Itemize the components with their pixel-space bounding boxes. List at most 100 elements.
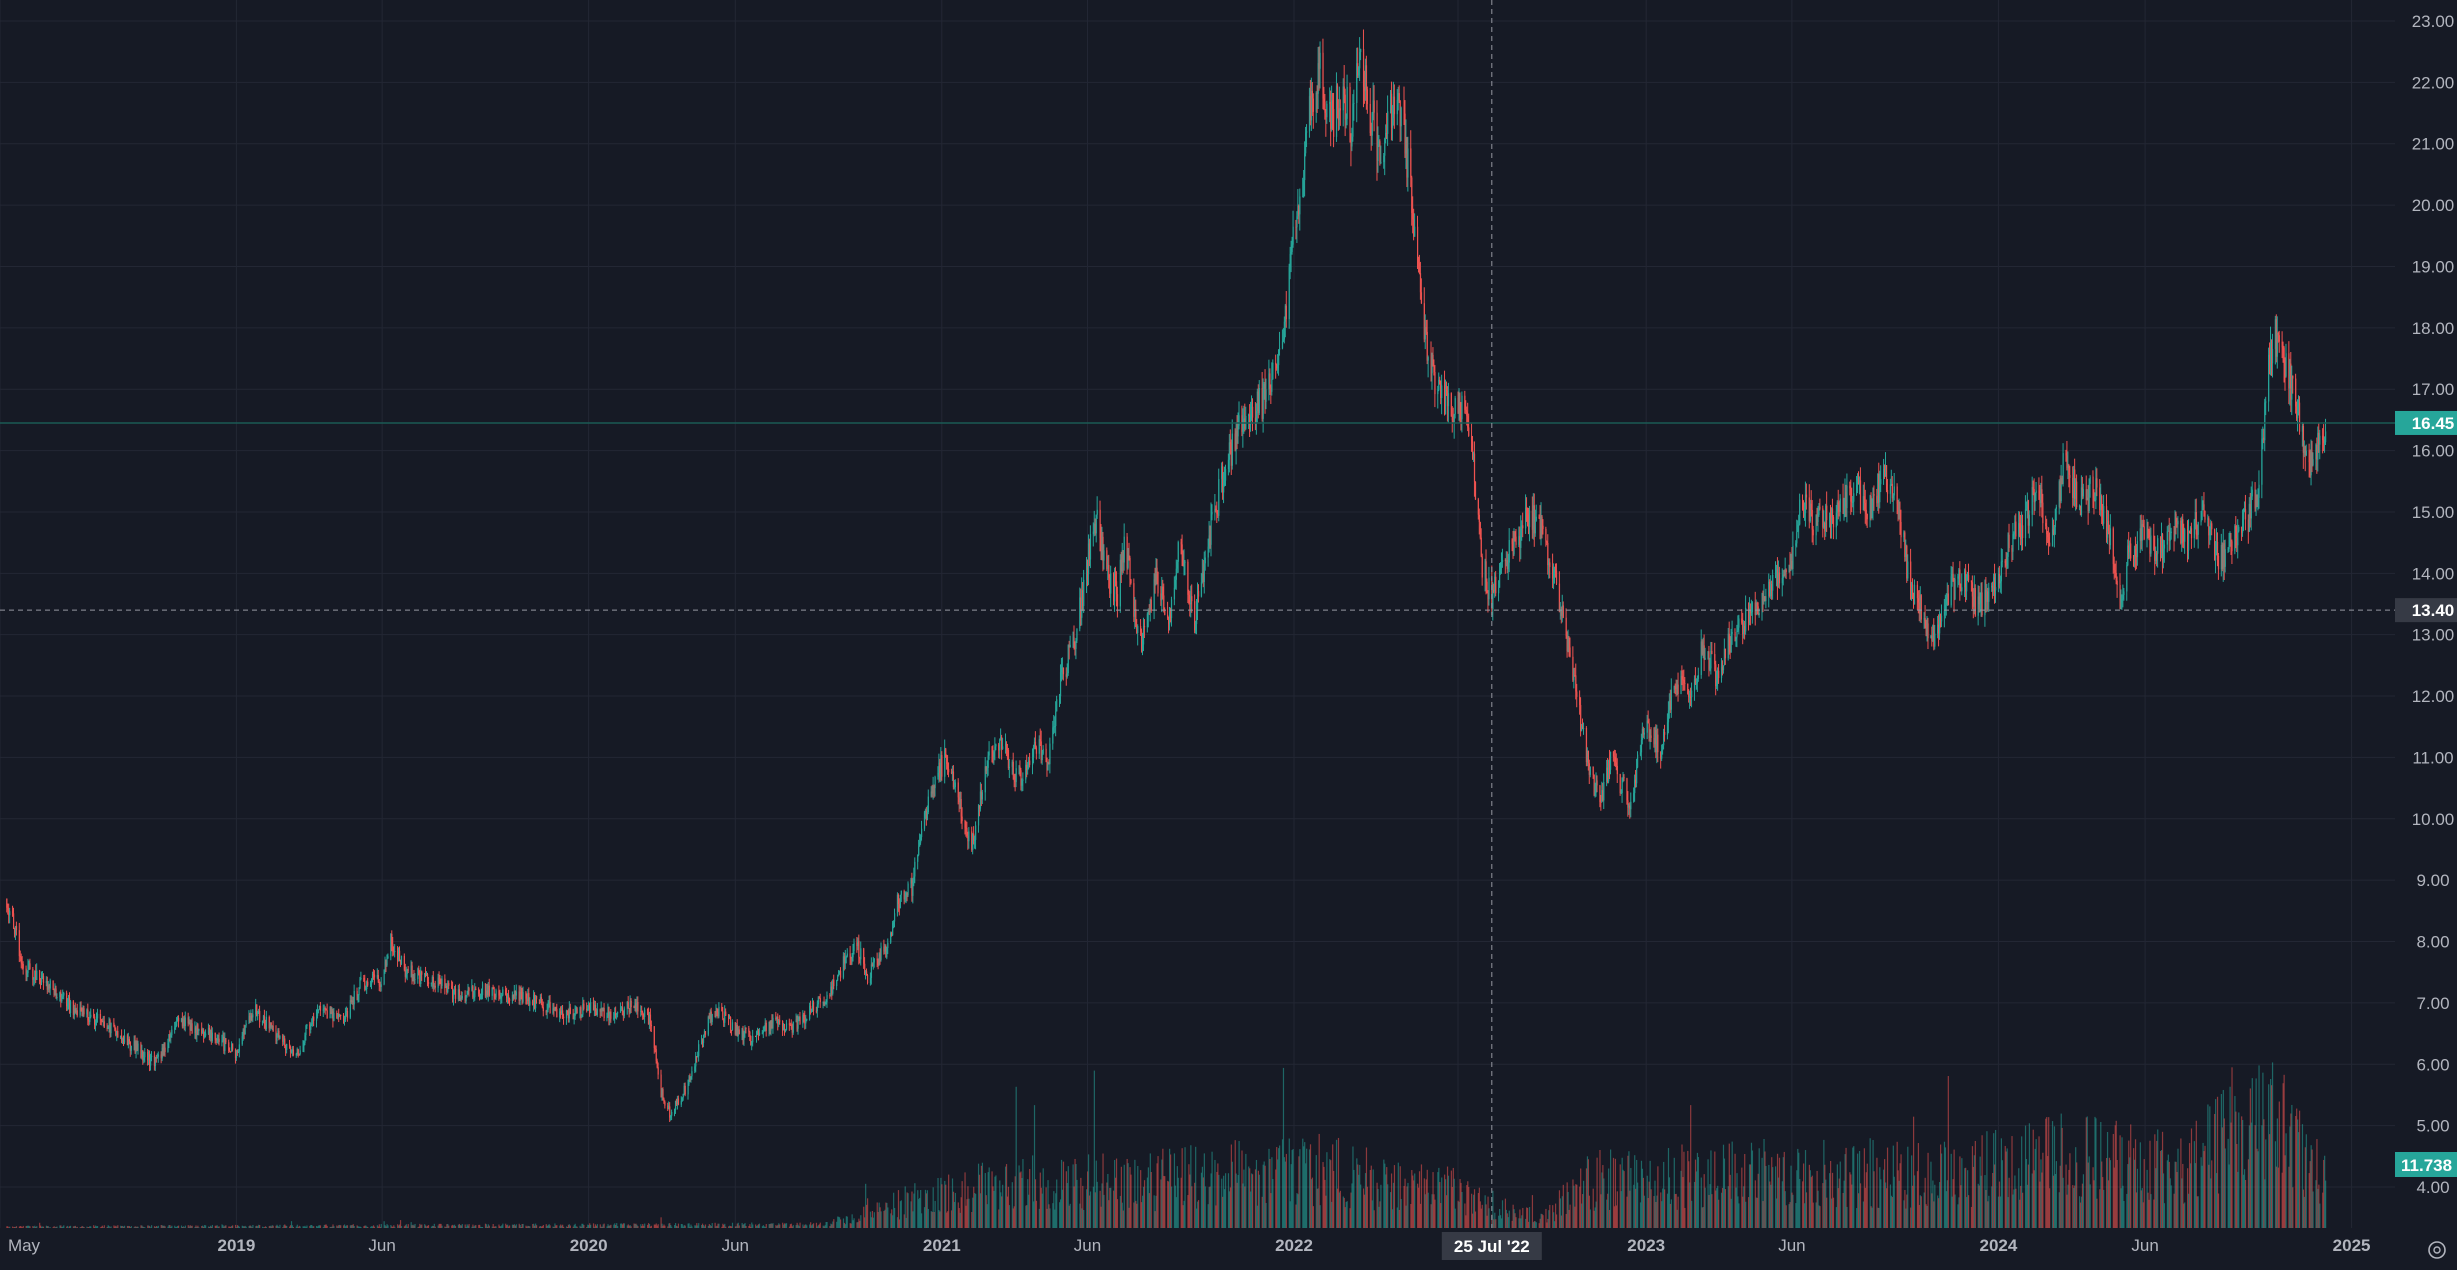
candle-body xyxy=(1129,558,1130,580)
volume-bar xyxy=(83,1227,84,1228)
candle-body xyxy=(1617,766,1618,774)
volume-bar xyxy=(1083,1210,1084,1228)
volume-bar xyxy=(563,1227,564,1228)
candle-body xyxy=(1198,591,1199,597)
volume-bar xyxy=(1245,1154,1246,1228)
volume-bar xyxy=(1238,1141,1239,1228)
candle-body xyxy=(1988,587,1989,601)
candle-body xyxy=(1636,767,1637,783)
volume-bar xyxy=(2123,1201,2124,1228)
volume-bar xyxy=(394,1227,395,1228)
candle-body xyxy=(2188,531,2189,550)
candle-body xyxy=(2157,538,2158,553)
candle-body xyxy=(2126,565,2127,591)
volume-bar xyxy=(745,1226,746,1228)
candle-body xyxy=(858,941,859,957)
candle-body xyxy=(358,988,359,995)
volume-bar xyxy=(752,1225,753,1228)
candle-body xyxy=(1374,100,1375,112)
volume-bar xyxy=(2312,1191,2313,1228)
volume-bar xyxy=(2191,1128,2192,1228)
volume-bar xyxy=(604,1224,605,1228)
volume-bar xyxy=(2272,1062,2273,1228)
volume-bar xyxy=(23,1226,24,1228)
candle-body xyxy=(928,797,929,812)
candle-body xyxy=(2063,453,2064,484)
candle-body xyxy=(306,1024,307,1026)
volume-bar xyxy=(1549,1205,1550,1228)
volume-bar xyxy=(826,1222,827,1228)
candle-body xyxy=(1799,500,1800,525)
volume-bar xyxy=(1488,1208,1489,1228)
candle-body xyxy=(1340,108,1341,110)
volume-bar xyxy=(1124,1165,1125,1228)
volume-bar xyxy=(1326,1152,1327,1228)
volume-bar xyxy=(1482,1205,1483,1228)
volume-bar xyxy=(219,1226,220,1228)
candle-body xyxy=(1313,99,1314,112)
candle-body xyxy=(955,782,956,787)
volume-bar xyxy=(1921,1196,1922,1228)
candle-body xyxy=(2191,528,2192,538)
candle-body xyxy=(1948,593,1949,605)
volume-bar xyxy=(252,1225,253,1228)
volume-bar xyxy=(1515,1217,1516,1228)
candle-body xyxy=(691,1071,692,1076)
candle-body xyxy=(914,862,915,877)
volume-bar xyxy=(820,1223,821,1228)
candle-body xyxy=(1819,507,1820,508)
volume-bar xyxy=(1103,1195,1104,1228)
candle-body xyxy=(1461,396,1462,419)
candle-body xyxy=(901,891,902,895)
volume-bar xyxy=(266,1227,267,1228)
candle-body xyxy=(171,1030,172,1036)
volume-bar xyxy=(1495,1219,1496,1228)
volume-bar xyxy=(1651,1189,1652,1228)
volume-bar xyxy=(853,1218,854,1228)
candle-body xyxy=(1644,733,1645,735)
volume-bar xyxy=(354,1226,355,1228)
volume-bar xyxy=(928,1209,929,1228)
volume-bar xyxy=(1907,1147,1908,1228)
volume-bar xyxy=(2319,1204,2320,1228)
candle-body xyxy=(176,1021,177,1026)
candle-body xyxy=(441,979,442,986)
volume-bar xyxy=(2258,1065,2259,1228)
candle-body xyxy=(820,998,821,1002)
volume-bar xyxy=(1833,1198,1834,1228)
volume-bar xyxy=(1218,1175,1219,1228)
candle-body xyxy=(1900,522,1901,537)
candle-body xyxy=(2110,528,2111,545)
candle-body xyxy=(1806,495,1807,498)
candle-body xyxy=(462,996,463,998)
candle-body xyxy=(1678,685,1679,695)
candle-body xyxy=(259,1011,260,1022)
candle-body xyxy=(1907,562,1908,579)
volume-bar xyxy=(1880,1179,1881,1228)
candle-body xyxy=(880,946,881,959)
volume-bar xyxy=(1178,1178,1179,1228)
candle-body xyxy=(1130,579,1131,583)
candle-body xyxy=(1205,558,1206,564)
candle-body xyxy=(381,984,382,987)
candle-body xyxy=(654,1026,655,1048)
candle-body xyxy=(1664,732,1665,735)
candle-body xyxy=(232,1043,233,1049)
volume-bar xyxy=(2299,1111,2300,1228)
volume-bar xyxy=(786,1223,787,1228)
volume-bar xyxy=(1347,1201,1348,1228)
volume-bar xyxy=(1205,1186,1206,1228)
volume-bar xyxy=(806,1225,807,1228)
volume-bar xyxy=(1867,1164,1868,1228)
candle-body xyxy=(908,884,909,896)
candle-body xyxy=(239,1044,240,1051)
candle-body xyxy=(1921,595,1922,619)
candle-body xyxy=(793,1022,794,1033)
candle-body xyxy=(813,1002,814,1010)
candle-body xyxy=(2150,535,2151,553)
candle-body xyxy=(1765,596,1766,601)
candle-body xyxy=(300,1050,301,1054)
candle-body xyxy=(658,1067,659,1074)
